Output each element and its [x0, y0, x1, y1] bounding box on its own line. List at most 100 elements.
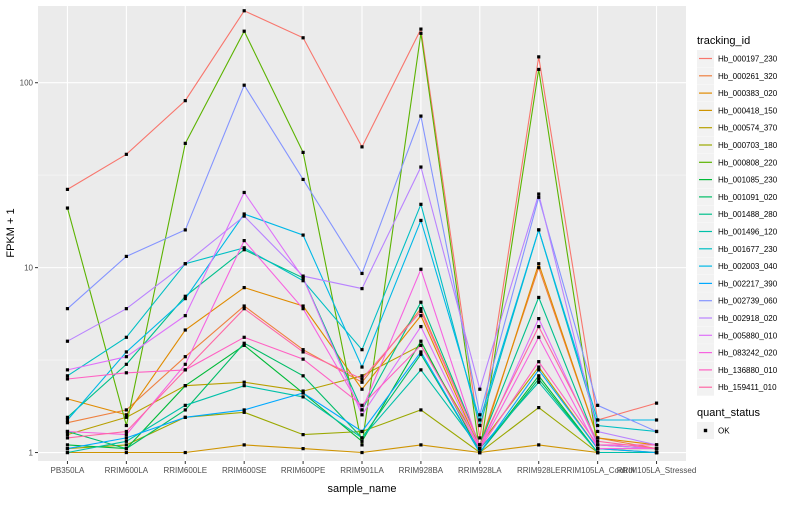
data-point-hb-002003-040: [301, 233, 305, 237]
data-point-hb-000418-150: [124, 450, 128, 455]
data-point-hb-002217-390: [478, 450, 482, 455]
data-point-hb-002739-060: [360, 271, 364, 276]
data-point-hb-002003-040: [419, 218, 423, 223]
data-point-hb-000383-020: [124, 413, 128, 417]
data-point-hb-002003-040: [596, 418, 600, 422]
x-tick-label-rrim928le: RRIM928LE: [517, 466, 561, 475]
data-point-hb-002918-020: [65, 339, 70, 343]
data-point-hb-002739-060: [419, 114, 423, 118]
data-point-hb-136880-010: [65, 377, 70, 381]
legend-items: Hb_000197_230 Hb_000261_320 Hb_000383_020 H…: [697, 50, 778, 396]
data-point-hb-001488-280: [65, 415, 70, 419]
data-point-hb-005880-010: [124, 355, 128, 359]
data-point-hb-000418-150: [183, 450, 187, 455]
data-point-hb-002918-020: [183, 262, 187, 266]
legend-shape-items: OK: [697, 422, 730, 439]
data-point-hb-002739-060: [301, 177, 305, 182]
data-point-hb-136880-010: [301, 357, 305, 361]
data-point-hb-000197-230: [654, 401, 659, 405]
legend-label-hb-001677-230: Hb_001677_230: [718, 245, 778, 254]
legend-label-hb-083242-020: Hb_083242_020: [718, 349, 778, 358]
data-point-hb-136880-010: [537, 360, 541, 364]
legend-label-hb-001496-120: Hb_001496_120: [718, 228, 778, 237]
data-point-hb-002003-040: [242, 212, 246, 216]
data-point-hb-002003-040: [654, 418, 659, 422]
data-point-hb-159411-010: [596, 439, 600, 443]
data-point-hb-000418-150: [537, 443, 541, 447]
data-point-hb-002217-390: [419, 350, 423, 354]
legend-label-hb-000808-220: Hb_000808_220: [718, 158, 778, 167]
data-point-hb-001085-230: [360, 439, 364, 443]
data-point-hb-000574-370: [242, 380, 246, 384]
data-point-hb-000808-220: [183, 141, 187, 145]
data-point-hb-136880-010: [360, 403, 364, 407]
data-point-hb-136880-010: [478, 447, 482, 451]
x-tick-label-rrim600se: RRIM600SE: [222, 466, 266, 475]
x-tick-label-rrim105la-stressed: RRIM105LA_Stressed: [617, 466, 697, 475]
data-point-hb-002739-060: [478, 413, 482, 417]
data-point-hb-000703-180: [537, 406, 541, 410]
data-point-hb-000574-370: [360, 374, 364, 378]
legend-label-hb-000574-370: Hb_000574_370: [718, 124, 778, 133]
legend-label-hb-000197-230: Hb_000197_230: [718, 55, 778, 64]
data-point-hb-000808-220: [360, 443, 364, 447]
data-point-hb-002739-060: [537, 195, 541, 199]
data-point-hb-000197-230: [124, 152, 128, 156]
data-point-hb-000197-230: [301, 36, 305, 40]
data-point-hb-136880-010: [419, 343, 423, 347]
data-point-hb-083242-020: [242, 239, 246, 243]
data-point-hb-083242-020: [537, 335, 541, 339]
data-point-hb-002918-020: [537, 192, 541, 196]
data-point-hb-083242-020: [183, 362, 187, 366]
series-points: [65, 9, 659, 455]
data-point-hb-083242-020: [124, 433, 128, 437]
data-point-hb-001085-230: [65, 443, 70, 447]
data-point-hb-002217-390: [65, 447, 70, 451]
data-point-hb-001496-120: [65, 450, 70, 455]
legend-label-hb-000383-020: Hb_000383_020: [718, 89, 778, 98]
data-point-hb-159411-010: [242, 307, 246, 311]
legend-title-quant-status: quant_status: [697, 407, 760, 419]
data-point-hb-001496-120: [419, 368, 423, 372]
y-axis-title: FPKM + 1: [5, 208, 17, 257]
data-point-hb-002003-040: [360, 365, 364, 369]
data-point-hb-001488-280: [183, 294, 187, 298]
data-point-hb-000808-220: [124, 423, 128, 428]
legend-label-hb-005880-010: Hb_005880_010: [718, 331, 778, 340]
data-point-hb-001085-230: [537, 374, 541, 378]
legend-label-hb-001085-230: Hb_001085_230: [718, 176, 778, 185]
y-axis: 1 10 100: [20, 79, 38, 458]
data-point-hb-159411-010: [65, 436, 70, 440]
x-tick-label-rrim600pe: RRIM600PE: [281, 466, 325, 475]
data-point-hb-083242-020: [596, 447, 600, 451]
legend-label-hb-159411-010: Hb_159411_010: [718, 383, 777, 392]
data-point-hb-002918-020: [419, 165, 423, 169]
data-point-hb-000703-180: [242, 410, 246, 414]
data-point-hb-000197-230: [419, 27, 423, 31]
data-point-hb-000574-370: [537, 365, 541, 369]
data-point-hb-001085-230: [242, 343, 246, 347]
legend: tracking_id Hb_000197_230Hb_000261_320Hb…: [697, 35, 778, 439]
data-point-hb-001677-230: [360, 348, 364, 352]
data-point-hb-083242-020: [419, 267, 423, 271]
x-tick-label-rrim600la: RRIM600LA: [105, 466, 149, 475]
data-point-hb-002217-390: [537, 368, 541, 372]
data-point-hb-001091-020: [183, 408, 187, 412]
data-point-hb-002003-040: [183, 297, 187, 301]
data-point-hb-000261-320: [183, 355, 187, 359]
data-point-hb-002918-020: [124, 307, 128, 311]
data-point-hb-002739-060: [65, 307, 70, 311]
data-point-hb-005880-010: [537, 317, 541, 321]
data-point-hb-000261-320: [301, 348, 305, 352]
data-point-hb-005880-010: [419, 324, 423, 329]
data-point-hb-136880-010: [654, 443, 659, 447]
data-point-hb-002918-020: [360, 287, 364, 291]
data-point-hb-002217-390: [301, 391, 305, 395]
data-point-hb-002739-060: [654, 429, 659, 434]
data-point-hb-001091-020: [242, 341, 246, 345]
data-point-hb-002918-020: [242, 214, 246, 218]
legend-label-hb-002003-040: Hb_002003_040: [718, 262, 778, 271]
data-point-hb-136880-010: [124, 371, 128, 375]
data-point-hb-002003-040: [537, 228, 541, 232]
x-axis: PB350LA RRIM600LA RRIM600LE RRIM600SE RRIM60…: [51, 461, 697, 475]
